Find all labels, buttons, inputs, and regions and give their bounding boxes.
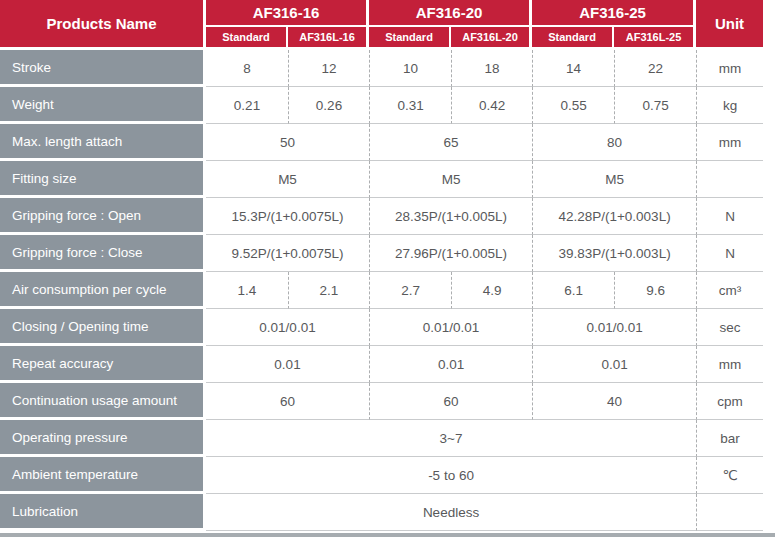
value-cell: 4.9 (451, 272, 532, 309)
table-row: Repeat accuracy0.010.010.01mm (0, 346, 763, 383)
value-cell: 12 (288, 50, 369, 87)
table-row: Ambient temperature-5 to 60℃ (0, 457, 763, 494)
value-cell: 9.52P/(1+0.0075L) (206, 235, 369, 272)
unit-cell: cm³ (696, 272, 763, 309)
row-label: Lubrication (0, 494, 206, 531)
sub-header-long-16: AF316L-16 (288, 27, 369, 50)
table-row: Stroke81210181422mm (0, 50, 763, 87)
value-cell: 0.55 (532, 87, 614, 124)
unit-cell: N (696, 235, 763, 272)
table-row: Gripping force : Open15.3P/(1+0.0075L)28… (0, 198, 763, 235)
unit-cell: mm (696, 50, 763, 87)
sub-header-long-20: AF316L-20 (451, 27, 532, 50)
value-cell: 65 (369, 124, 532, 161)
value-cell: 18 (451, 50, 532, 87)
value-cell: 3~7 (206, 420, 696, 457)
unit-cell: kg (696, 87, 763, 124)
row-label: Operating pressure (0, 420, 206, 457)
row-label: Closing / Opening time (0, 309, 206, 346)
row-label: Weight (0, 87, 206, 124)
row-label: Gripping force : Close (0, 235, 206, 272)
row-label: Gripping force : Open (0, 198, 206, 235)
value-cell: 0.01 (206, 346, 369, 383)
value-cell: 0.26 (288, 87, 369, 124)
unit-cell (696, 494, 763, 531)
value-cell: 0.31 (369, 87, 451, 124)
unit-header: Unit (696, 0, 763, 50)
value-cell: 0.01/0.01 (206, 309, 369, 346)
table-row: Gripping force : Close9.52P/(1+0.0075L)2… (0, 235, 763, 272)
row-label: Fitting size (0, 161, 206, 198)
value-cell: M5 (532, 161, 696, 198)
value-cell: 27.96P/(1+0.005L) (369, 235, 532, 272)
value-cell: 22 (614, 50, 696, 87)
value-cell: 0.21 (206, 87, 288, 124)
row-label: Air consumption per cycle (0, 272, 206, 309)
value-cell: 80 (532, 124, 696, 161)
table-row: Fitting sizeM5M5M5 (0, 161, 763, 198)
value-cell: 6.1 (532, 272, 614, 309)
spec-sheet-page: Products Name AF316-16 AF316-20 AF316-25… (0, 0, 777, 538)
group-header-af316-20: AF316-20 (369, 0, 532, 27)
unit-cell: ℃ (696, 457, 763, 494)
spec-table-header: Products Name AF316-16 AF316-20 AF316-25… (0, 0, 763, 50)
value-cell: 0.75 (614, 87, 696, 124)
value-cell: Needless (206, 494, 696, 531)
value-cell: 40 (532, 383, 696, 420)
row-label: Repeat accuracy (0, 346, 206, 383)
value-cell: 9.6 (614, 272, 696, 309)
table-row: LubricationNeedless (0, 494, 763, 531)
value-cell: 0.01 (369, 346, 532, 383)
spec-table: Products Name AF316-16 AF316-20 AF316-25… (0, 0, 763, 531)
table-row: Operating pressure3~7bar (0, 420, 763, 457)
table-row: Continuation usage amount606040cpm (0, 383, 763, 420)
value-cell: 60 (369, 383, 532, 420)
sub-header-standard-20: Standard (369, 27, 451, 50)
products-name-header: Products Name (0, 0, 206, 50)
unit-cell: bar (696, 420, 763, 457)
value-cell: M5 (369, 161, 532, 198)
unit-cell: sec (696, 309, 763, 346)
unit-cell: mm (696, 124, 763, 161)
unit-cell (696, 161, 763, 198)
value-cell: 2.7 (369, 272, 451, 309)
row-label: Stroke (0, 50, 206, 87)
value-cell: 0.01/0.01 (369, 309, 532, 346)
header-row-groups: Products Name AF316-16 AF316-20 AF316-25… (0, 0, 763, 27)
value-cell: -5 to 60 (206, 457, 696, 494)
value-cell: 39.83P/(1+0.003L) (532, 235, 696, 272)
unit-cell: cpm (696, 383, 763, 420)
group-header-af316-16: AF316-16 (206, 0, 369, 27)
value-cell: 0.42 (451, 87, 532, 124)
sub-header-standard-16: Standard (206, 27, 288, 50)
value-cell: 50 (206, 124, 369, 161)
value-cell: 0.01 (532, 346, 696, 383)
table-row: Closing / Opening time0.01/0.010.01/0.01… (0, 309, 763, 346)
spec-table-body: Stroke81210181422mmWeight0.210.260.310.4… (0, 50, 763, 531)
table-row: Air consumption per cycle1.42.12.74.96.1… (0, 272, 763, 309)
value-cell: 0.01/0.01 (532, 309, 696, 346)
value-cell: 28.35P/(1+0.005L) (369, 198, 532, 235)
value-cell: 60 (206, 383, 369, 420)
value-cell: 15.3P/(1+0.0075L) (206, 198, 369, 235)
group-header-af316-25: AF316-25 (532, 0, 696, 27)
table-bottom-border (0, 533, 775, 537)
row-label: Ambient temperature (0, 457, 206, 494)
table-row: Weight0.210.260.310.420.550.75kg (0, 87, 763, 124)
value-cell: 1.4 (206, 272, 288, 309)
row-label: Continuation usage amount (0, 383, 206, 420)
sub-header-standard-25: Standard (532, 27, 614, 50)
value-cell: 42.28P/(1+0.003L) (532, 198, 696, 235)
row-label: Max. length attach (0, 124, 206, 161)
value-cell: 2.1 (288, 272, 369, 309)
value-cell: 8 (206, 50, 288, 87)
unit-cell: N (696, 198, 763, 235)
table-row: Max. length attach506580mm (0, 124, 763, 161)
value-cell: M5 (206, 161, 369, 198)
value-cell: 14 (532, 50, 614, 87)
unit-cell: mm (696, 346, 763, 383)
sub-header-long-25: AF316L-25 (614, 27, 696, 50)
value-cell: 10 (369, 50, 451, 87)
